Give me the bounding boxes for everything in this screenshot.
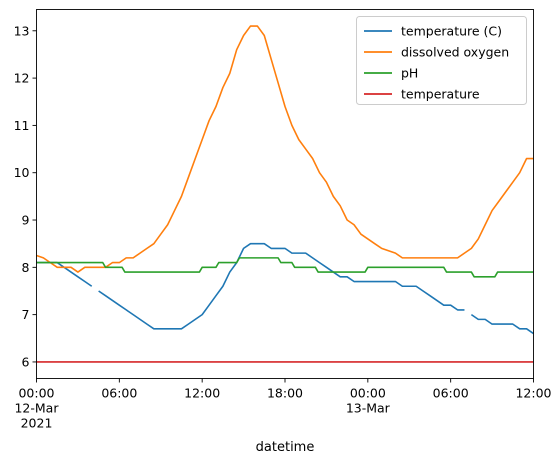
y-tick-label: 9 <box>22 213 30 228</box>
x-tick-date-label: 12-Mar <box>14 401 59 416</box>
x-tick-label: 18:00 <box>267 386 303 401</box>
x-tick-year-label: 2021 <box>21 416 53 431</box>
y-tick-label: 6 <box>22 354 30 369</box>
series-layer <box>36 25 534 363</box>
series-line-temperature-c-seg-2 <box>470 313 534 335</box>
series-line-ph-seg-0 <box>36 257 534 278</box>
x-tick-date-label: 13-Mar <box>346 401 391 416</box>
x-tick-label: 06:00 <box>101 386 137 401</box>
x-tick-label: 06:00 <box>433 386 469 401</box>
y-axis: 6 7 8 9 10 11 12 13 <box>14 23 37 369</box>
y-tick-label: 12 <box>14 71 30 86</box>
y-tick-label: 8 <box>22 260 30 275</box>
y-tick-label: 10 <box>14 165 30 180</box>
y-tick-label: 11 <box>14 118 30 133</box>
y-tick-label: 13 <box>14 23 30 38</box>
x-tick-label: 12:00 <box>515 386 551 401</box>
legend-label: temperature (C) <box>401 24 502 39</box>
x-tick-label: 12:00 <box>184 386 220 401</box>
legend-label: dissolved oxygen <box>401 45 509 60</box>
x-tick-label: 00:00 <box>350 386 386 401</box>
series-line-dissolved-oxygen-seg-0 <box>36 25 534 273</box>
legend: temperature (C) dissolved oxygen pH tempera… <box>356 16 527 105</box>
legend-label: temperature <box>401 87 480 102</box>
legend-box <box>356 16 527 105</box>
x-tick-label: 00:00 <box>18 386 54 401</box>
legend-label: pH <box>401 66 418 81</box>
series-line-temperature-c-seg-1 <box>98 242 465 330</box>
y-tick-label: 7 <box>22 307 30 322</box>
x-axis-label: datetime <box>256 440 315 455</box>
